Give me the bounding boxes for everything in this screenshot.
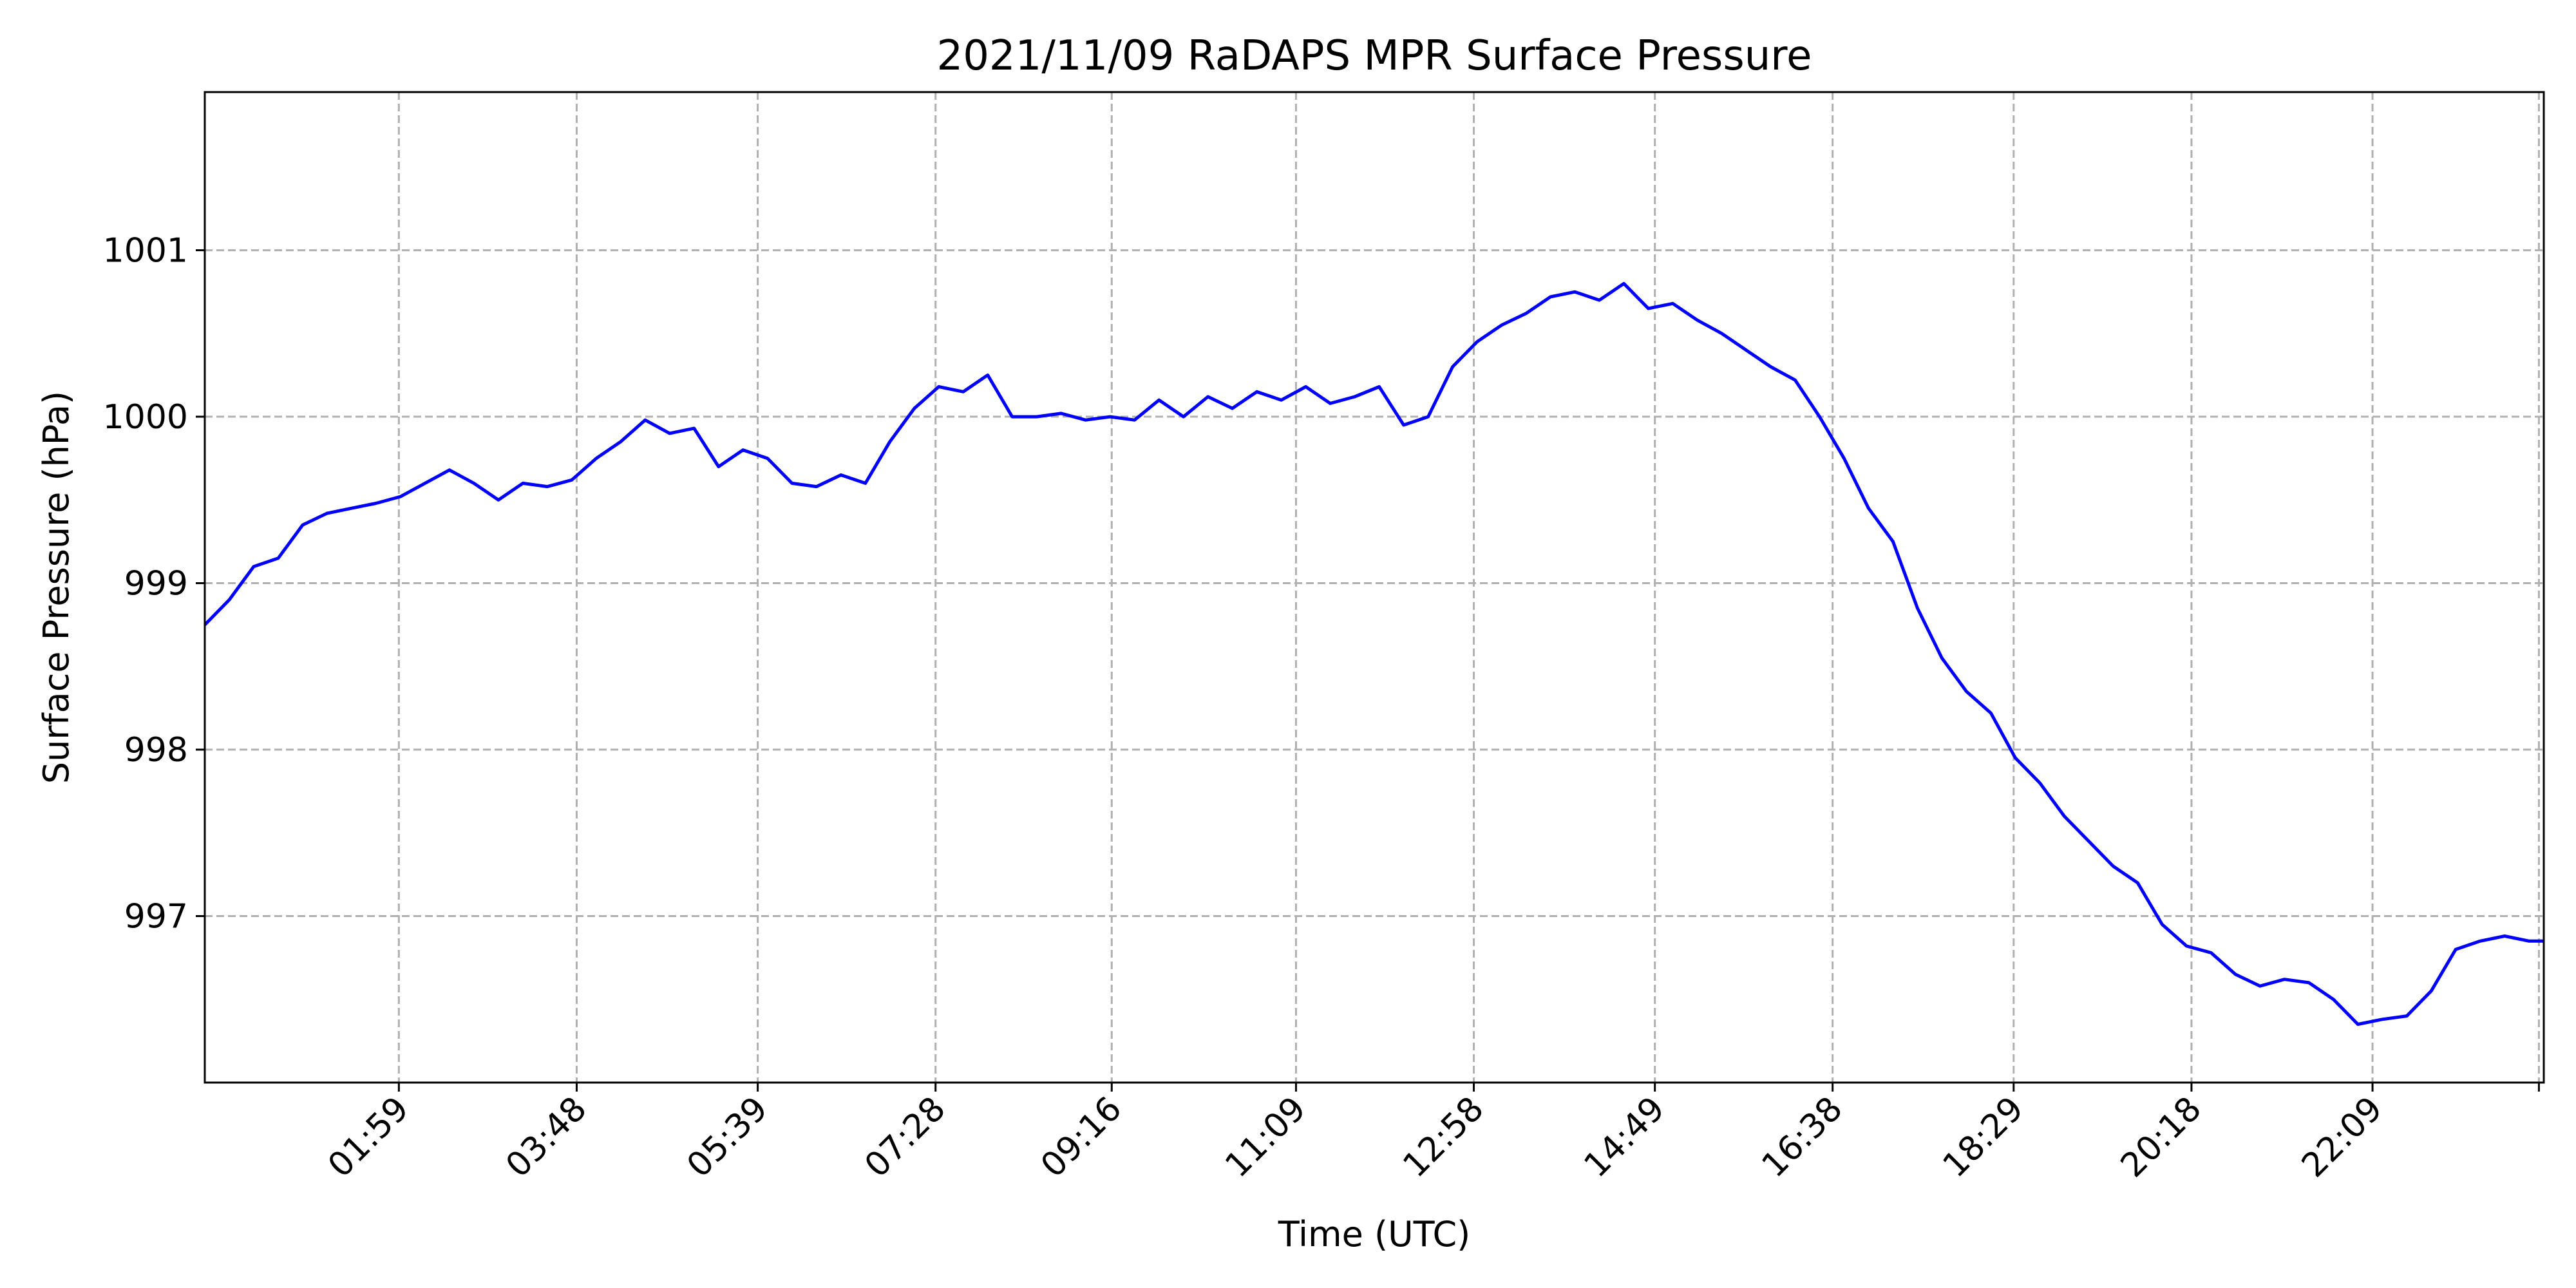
grid-lines bbox=[205, 92, 2544, 1083]
y-tick-label: 997 bbox=[124, 898, 188, 936]
y-axis-label: Surface Pressure (hPa) bbox=[36, 391, 77, 784]
y-tick-label: 1001 bbox=[103, 232, 188, 270]
pressure-line bbox=[204, 281, 2544, 1026]
y-axis: 997 998 999 1000 1001 bbox=[103, 232, 205, 936]
x-axis-label: Time (UTC) bbox=[1278, 1214, 1471, 1255]
y-tick-label: 999 bbox=[124, 565, 188, 603]
series-group bbox=[204, 281, 2544, 1026]
y-tick-label: 1000 bbox=[103, 398, 188, 437]
plot-frame bbox=[204, 91, 2545, 1084]
chart-title: 2021/11/09 RaDAPS MPR Surface Pressure bbox=[936, 32, 1812, 80]
y-tick-label: 998 bbox=[124, 731, 188, 770]
